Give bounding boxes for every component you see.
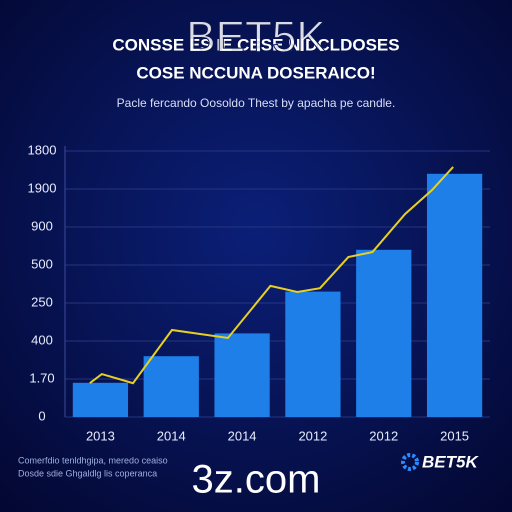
y-tick-label: 250: [31, 294, 53, 309]
x-tick-label: 2013: [86, 428, 115, 443]
chart-subtitle: Pacle fercando Oosoldo Thest by apacha p…: [117, 96, 396, 110]
bar: [285, 291, 341, 417]
y-tick-label: 900: [31, 218, 53, 233]
y-tick-label: 1800: [28, 142, 57, 157]
x-tick-label: 2012: [298, 428, 327, 443]
bar: [143, 356, 199, 417]
x-tick-label: 2015: [440, 428, 469, 443]
watermark: BET5K: [186, 13, 325, 62]
trend-line: [89, 166, 454, 385]
footer-text: Comerfdio tenldhgipa, meredo ceaiso: [18, 455, 168, 465]
y-tick-label: 0: [38, 408, 45, 423]
x-tick-label: 2014: [228, 428, 257, 443]
y-tick-label: 1.70: [29, 370, 54, 385]
watermark: 3z.com: [192, 458, 321, 502]
footer-text: Dosde sdie Ghgaldlg lis coperanca: [18, 468, 157, 478]
y-tick-label: 1900: [28, 180, 57, 195]
y-tick-label: 400: [31, 332, 53, 347]
bar: [214, 333, 270, 417]
chart-title: CONSSE ES IE CESE NIDCLDOSES: [112, 35, 399, 54]
logo: BET5K: [422, 452, 479, 471]
bar: [72, 382, 129, 417]
bar: [356, 249, 412, 417]
y-tick-label: 500: [31, 256, 53, 271]
bar: [426, 173, 483, 417]
x-tick-label: 2014: [157, 428, 186, 443]
x-tick-label: 2012: [369, 428, 398, 443]
chart-title-line2: COSE NCCUNA DOSERAICO!: [136, 63, 375, 82]
logo-icon: [401, 453, 419, 471]
